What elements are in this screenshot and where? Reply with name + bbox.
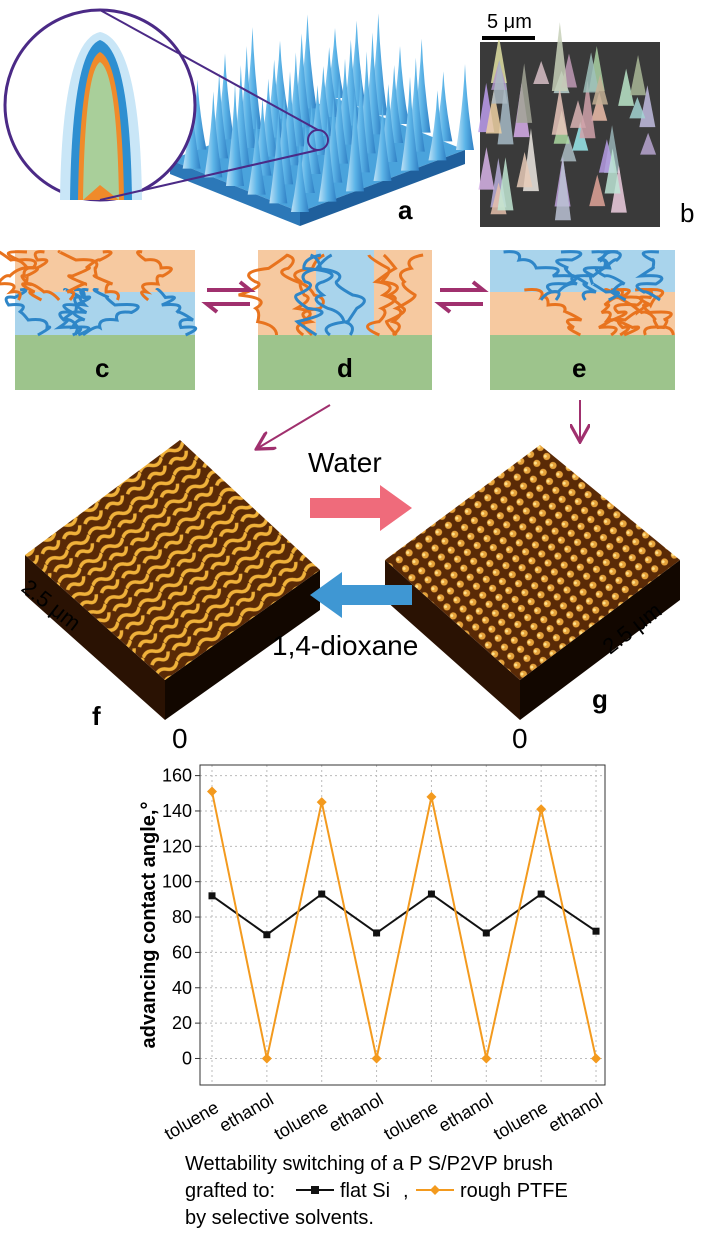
point [318,891,325,898]
y-tick-label: 40 [172,978,192,998]
y-tick-label: 100 [162,872,192,892]
panel-label: f [92,701,101,731]
axis-zero: 0 [512,723,528,754]
point [263,931,270,938]
plot-frame [200,765,605,1085]
x-tick-label: ethanol [325,1089,386,1136]
point [538,891,545,898]
x-tick-label: toluene [271,1097,332,1144]
figure: 5 μm a b c d e Water 1,4-dioxane 2.5 μm … [0,0,711,1234]
y-tick-label: 60 [172,942,192,962]
panel-label: d [337,353,353,383]
page: {"panels":{"a":"a","b":"b","c":"c","d":"… [0,0,711,1234]
series-line [212,792,596,1059]
panel-label: a [398,195,413,225]
line-chart: 020406080100120140160tolueneethanoltolue… [138,765,606,1144]
point [262,1053,272,1063]
point [209,892,216,899]
legend-label: rough PTFE [460,1180,568,1202]
legend-marker [311,1186,319,1194]
point [373,929,380,936]
scale-label: 5 μm [487,11,532,33]
y-tick-label: 160 [162,766,192,786]
water-arrow [310,485,412,531]
caption: Wettability switching of a P S/P2VP brus… [185,1153,568,1229]
x-tick-label: toluene [380,1097,441,1144]
x-tick-label: ethanol [545,1089,606,1136]
panel-label: c [95,353,109,383]
arrow [258,405,330,448]
caption-text: grafted to: [185,1180,275,1202]
point [372,1053,382,1063]
point [591,1053,601,1063]
x-tick-label: ethanol [216,1089,277,1136]
annotation: Water [308,447,382,478]
x-tick-label: ethanol [435,1089,496,1136]
y-tick-label: 0 [182,1048,192,1068]
afm-surface [385,445,680,680]
point [428,891,435,898]
y-tick-label: 80 [172,907,192,927]
panel-label: b [680,198,694,228]
legend-label: flat Si [340,1180,390,1202]
legend-marker [430,1185,440,1195]
spike [456,64,474,150]
axis-zero: 0 [172,723,188,754]
point [317,797,327,807]
caption-text: , [403,1180,409,1202]
point [483,929,490,936]
y-tick-label: 120 [162,836,192,856]
caption-text: Wettability switching of a P S/P2VP brus… [185,1153,553,1175]
y-axis-label: advancing contact angle,° [138,802,160,1049]
x-tick-label: toluene [161,1097,222,1144]
panel-label: e [572,353,586,383]
point [593,928,600,935]
illustrations: 5 μm a b c d e Water 1,4-dioxane 2.5 μm … [0,10,694,754]
point [481,1053,491,1063]
point [536,804,546,814]
point [426,792,436,802]
layer [374,250,432,335]
y-tick-label: 140 [162,801,192,821]
caption-text: by selective solvents. [185,1207,374,1229]
y-tick-label: 20 [172,1013,192,1033]
point [207,787,217,797]
panel-label: g [592,684,608,714]
x-tick-label: toluene [490,1097,551,1144]
annotation: 1,4-dioxane [272,630,418,661]
